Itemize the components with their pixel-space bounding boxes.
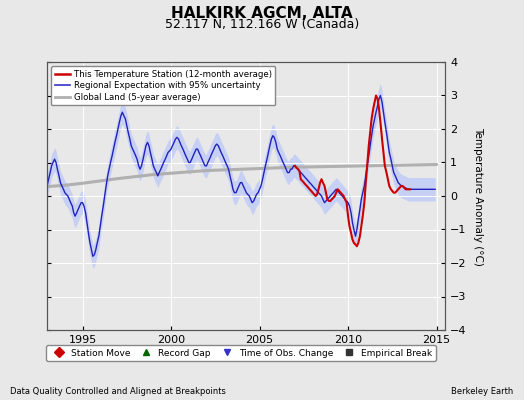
Text: Berkeley Earth: Berkeley Earth [451, 387, 514, 396]
Y-axis label: Temperature Anomaly (°C): Temperature Anomaly (°C) [473, 126, 484, 266]
Text: 52.117 N, 112.166 W (Canada): 52.117 N, 112.166 W (Canada) [165, 18, 359, 31]
Text: HALKIRK AGCM, ALTA: HALKIRK AGCM, ALTA [171, 6, 353, 21]
Legend: This Temperature Station (12-month average), Regional Expectation with 95% uncer: This Temperature Station (12-month avera… [51, 66, 275, 105]
Legend: Station Move, Record Gap, Time of Obs. Change, Empirical Break: Station Move, Record Gap, Time of Obs. C… [46, 345, 436, 361]
Text: Data Quality Controlled and Aligned at Breakpoints: Data Quality Controlled and Aligned at B… [10, 387, 226, 396]
